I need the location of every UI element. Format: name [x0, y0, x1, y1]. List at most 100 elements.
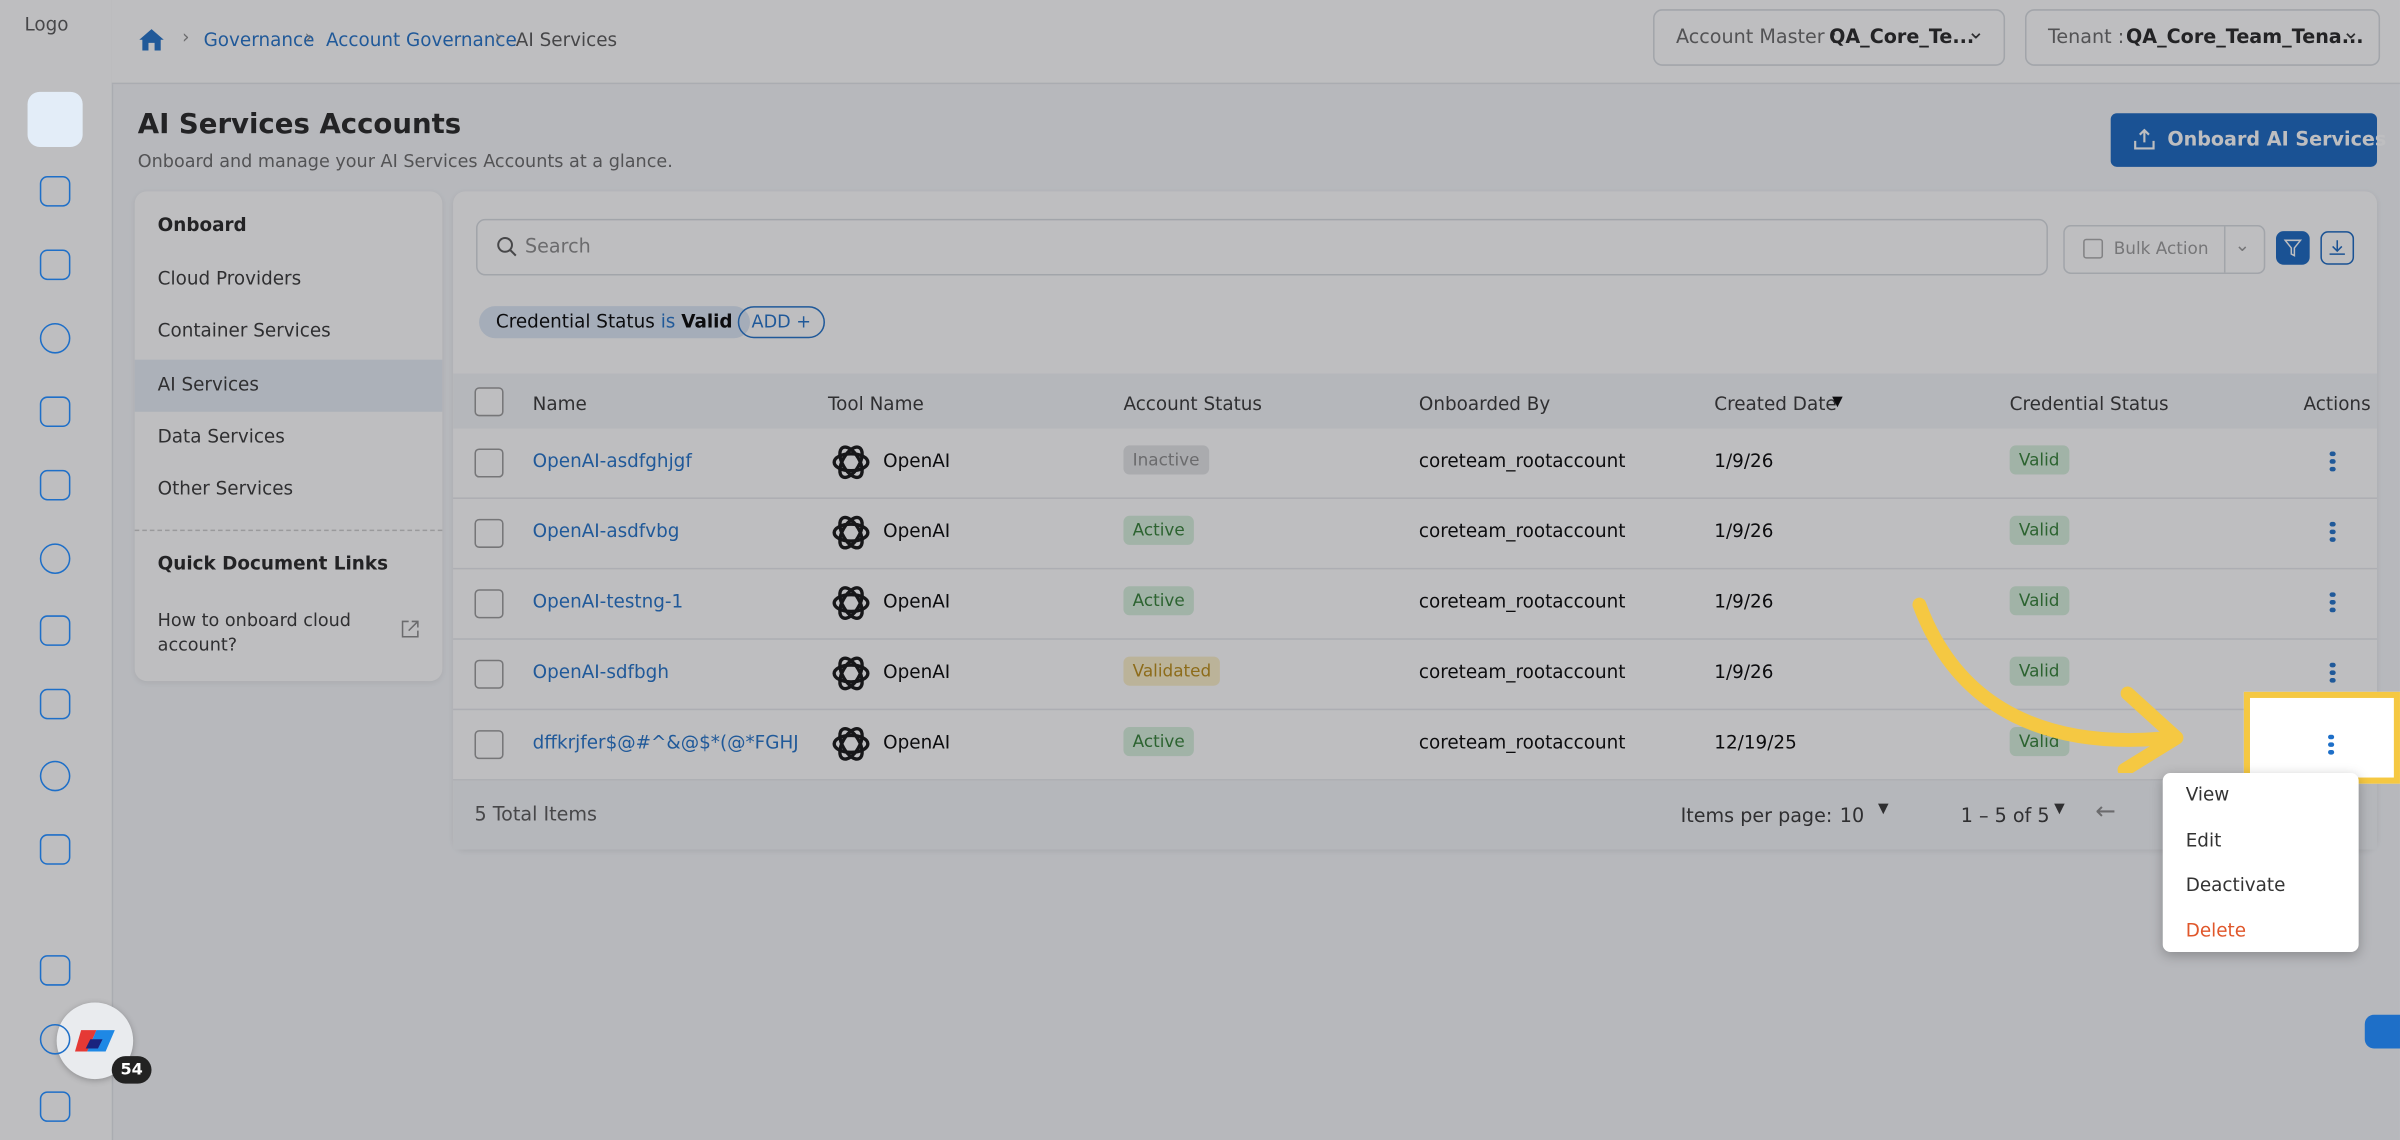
- account-name[interactable]: OpenAI-testng-1: [532, 590, 684, 613]
- breadcrumb-link[interactable]: Account Governance: [326, 29, 517, 51]
- nav-icon[interactable]: [39, 1023, 71, 1055]
- per-page-label: Items per page:: [1680, 803, 1833, 827]
- column-header[interactable]: Credential Status: [2009, 393, 2169, 415]
- checkbox[interactable]: [474, 518, 504, 548]
- filter-chip[interactable]: Credential Status is Valid: [479, 306, 750, 339]
- i-part: [2329, 661, 2335, 668]
- plus-icon: +: [796, 310, 812, 333]
- nav-icon[interactable]: [39, 176, 71, 207]
- nav-icon[interactable]: [39, 249, 71, 281]
- nav-icon[interactable]: [39, 834, 71, 865]
- ellipse-part: [838, 586, 864, 620]
- per-page-value[interactable]: 10: [1839, 803, 1865, 827]
- caret: ▼: [2054, 802, 2065, 818]
- add-filter[interactable]: ADD +: [737, 306, 825, 339]
- prev-page[interactable]: ←: [2095, 795, 2116, 825]
- caret: ⌄: [2234, 234, 2251, 256]
- breadcrumb-link[interactable]: Governance: [203, 29, 315, 51]
- created-date: 1/9/26: [1714, 520, 1774, 542]
- path-part: [139, 29, 164, 51]
- page-title: AI Services Accounts: [137, 108, 462, 141]
- caret: ⌄: [1966, 19, 1985, 45]
- column-header[interactable]: Created Date: [1714, 393, 1837, 415]
- range[interactable]: 1 – 5 of 5: [1960, 803, 2050, 827]
- path-part: [2134, 128, 2155, 150]
- checkbox[interactable]: [474, 730, 504, 760]
- nav-icon[interactable]: [39, 396, 71, 428]
- menu-item[interactable]: Delete: [2185, 919, 2247, 941]
- account-master-select[interactable]: Account Master : QA_Core_Te... ⌄: [1653, 9, 2006, 66]
- nav-icon[interactable]: [39, 955, 71, 986]
- ellipse-part: [838, 515, 864, 550]
- download-icon: [2329, 240, 2345, 255]
- table-footer: [453, 780, 2378, 850]
- divider: [134, 529, 443, 532]
- side-item-active: [134, 359, 443, 412]
- checkbox[interactable]: [474, 589, 504, 619]
- side-item[interactable]: Container Services: [157, 320, 331, 342]
- ellipse-part: [838, 727, 864, 761]
- ellipse-part: [832, 592, 870, 614]
- download-button[interactable]: [2320, 231, 2355, 265]
- side-item[interactable]: Other Services: [157, 477, 294, 500]
- created-date: 12/19/25: [1714, 731, 1797, 754]
- doc-link[interactable]: How to onboard cloud account?: [157, 609, 351, 656]
- actions-button[interactable]: [2329, 660, 2336, 685]
- i-part: [2329, 466, 2335, 472]
- actions-button[interactable]: [2329, 589, 2336, 614]
- account-name[interactable]: OpenAI-sdfbgh: [532, 661, 669, 683]
- bulk-action[interactable]: Bulk Action ⌄: [2063, 224, 2266, 274]
- label: Tenant :: [2047, 24, 2125, 48]
- i-part: [2329, 591, 2335, 597]
- actions-button[interactable]: [2329, 519, 2336, 544]
- nav-icon[interactable]: [39, 322, 71, 354]
- chat-widget[interactable]: [2364, 1014, 2400, 1049]
- sort-icon[interactable]: ▼: [1832, 394, 1843, 411]
- g-part: [832, 727, 870, 761]
- menu-item[interactable]: Deactivate: [2185, 873, 2286, 896]
- checkbox[interactable]: [474, 387, 504, 417]
- side-item[interactable]: Cloud Providers: [157, 267, 302, 290]
- search-box[interactable]: Search: [476, 218, 2048, 276]
- account-name[interactable]: OpenAI-asdfvbg: [532, 520, 680, 542]
- tool-name: OpenAI: [883, 590, 951, 613]
- value: QA_Core_Team_Tena...: [2126, 24, 2364, 48]
- checkbox[interactable]: [474, 659, 504, 689]
- ellipse-part: [832, 522, 870, 543]
- account-name[interactable]: OpenAI-asdfghjgf: [532, 449, 692, 472]
- nav-icon[interactable]: [39, 469, 71, 501]
- column-header[interactable]: Actions: [2303, 393, 2371, 415]
- menu-item[interactable]: View: [2185, 783, 2230, 806]
- filter-button[interactable]: [2276, 231, 2310, 265]
- nav-icon[interactable]: [39, 615, 71, 646]
- tenant-select[interactable]: Tenant : QA_Core_Team_Tena... ⌄: [2024, 9, 2381, 66]
- nav-icon[interactable]: [39, 688, 71, 720]
- home-icon[interactable]: [138, 28, 166, 52]
- account-name[interactable]: dffkrjfer$@#^&@$*(@*FGHJ: [532, 731, 799, 754]
- tool-name: OpenAI: [883, 731, 951, 754]
- column-header[interactable]: Tool Name: [828, 393, 924, 415]
- onboarded-by: coreteam_rootaccount: [1418, 731, 1626, 754]
- row-divider: [453, 779, 2378, 781]
- caret: ▼: [1878, 802, 1889, 818]
- side-item[interactable]: Data Services: [157, 425, 285, 447]
- pointer-arrow: [1912, 597, 2184, 773]
- i-part: [2329, 669, 2335, 675]
- path-part: [85, 1039, 103, 1049]
- column-header[interactable]: Name: [532, 393, 587, 415]
- actions-button[interactable]: [2329, 448, 2336, 473]
- bulk-icon: [2083, 238, 2104, 259]
- actions-button[interactable]: [2328, 732, 2334, 757]
- i-part: [2328, 733, 2334, 740]
- column-header[interactable]: Account Status: [1123, 393, 1263, 415]
- column-header[interactable]: Onboarded By: [1418, 393, 1551, 415]
- nav-icon[interactable]: [39, 543, 71, 574]
- nav-icon[interactable]: [39, 760, 71, 792]
- menu-item[interactable]: Edit: [2185, 828, 2222, 851]
- nav-icon[interactable]: [39, 1091, 71, 1122]
- checkbox[interactable]: [474, 448, 504, 478]
- tool-logo: [828, 651, 874, 697]
- side-item[interactable]: AI Services: [157, 372, 259, 395]
- onboard-button[interactable]: Onboard AI Services: [2110, 113, 2386, 167]
